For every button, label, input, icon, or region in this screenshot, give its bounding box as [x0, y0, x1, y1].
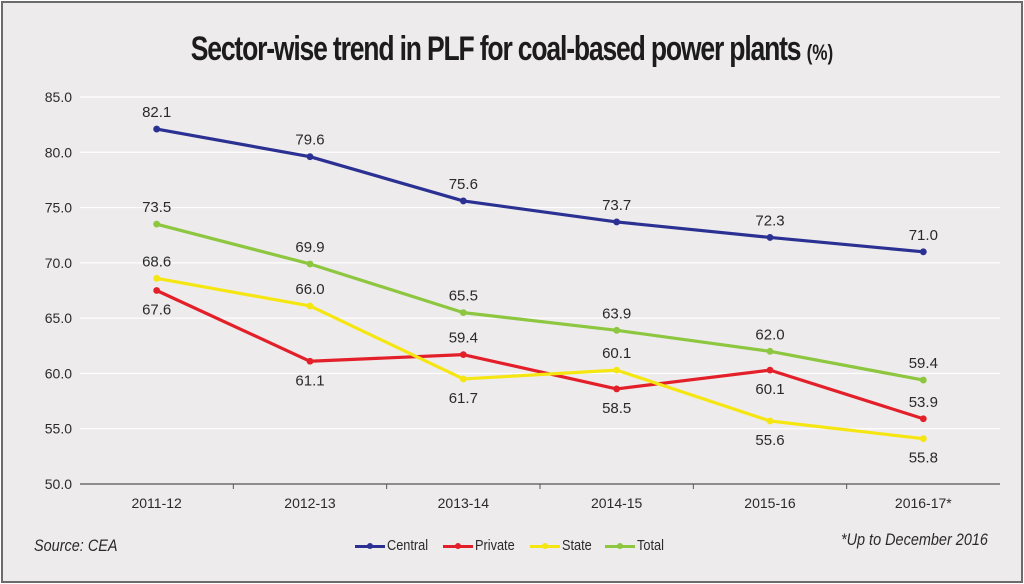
data-label-total: 69.9	[295, 239, 324, 256]
legend: Central Private State Total	[355, 537, 669, 554]
data-point-total	[306, 260, 314, 268]
x-tick-label: 2014-15	[591, 495, 643, 511]
x-axis: 2011-12 2012-13 2013-14 2014-15 2015-16 2016-…	[80, 483, 1000, 511]
y-tick-label: 80.0	[45, 144, 72, 160]
data-point-total	[153, 220, 161, 228]
data-label-state: 66.0	[295, 281, 324, 298]
series-line-total	[156, 222, 924, 382]
data-point-state	[459, 375, 467, 383]
y-tick-label: 50.0	[45, 476, 72, 492]
series-line-central	[156, 127, 924, 254]
data-label-state: 55.8	[909, 450, 938, 467]
chart-title-unit: (%)	[806, 40, 834, 65]
data-point-private	[153, 287, 161, 294]
data-point-private	[766, 366, 774, 374]
x-tick-label: 2012-13	[284, 495, 336, 511]
data-point-private	[459, 351, 467, 359]
legend-item-central: Central	[355, 537, 435, 554]
x-tick-label: 2015-16	[744, 495, 796, 511]
data-point-private	[613, 385, 621, 393]
data-label-central: 79.6	[295, 132, 324, 149]
data-label-total: 59.4	[909, 355, 938, 372]
data-label-private: 67.6	[142, 302, 171, 319]
data-label-state: 60.1	[602, 345, 631, 362]
y-tick-label: 70.0	[45, 255, 72, 271]
data-point-central	[766, 234, 774, 241]
chart-title: Sector-wise trend in PLF for coal-based …	[113, 30, 912, 69]
data-label-private: 59.4	[449, 330, 478, 347]
data-label-private: 53.9	[909, 394, 938, 411]
chart-title-text: Sector-wise trend in PLF for coal-based …	[190, 30, 802, 68]
data-point-private	[919, 415, 927, 423]
x-tick-label: 2013-14	[438, 495, 490, 511]
legend-item-state: State	[530, 537, 597, 554]
data-label-state: 61.7	[449, 390, 478, 407]
legend-item-private: Private	[443, 537, 522, 554]
data-point-total	[459, 309, 467, 317]
y-tick-label: 55.0	[45, 421, 72, 437]
legend-label-total: Total	[637, 537, 665, 554]
data-point-state	[153, 274, 161, 282]
x-tick-label: 2016-17*	[895, 495, 952, 511]
data-label-total: 62.0	[755, 326, 784, 343]
data-point-private	[306, 357, 314, 365]
data-point-state	[613, 366, 621, 374]
gridlines	[80, 96, 1000, 430]
data-label-total: 65.5	[449, 288, 478, 305]
y-tick-label: 85.0	[45, 89, 72, 105]
data-point-central	[613, 218, 621, 226]
data-label-central: 73.7	[602, 197, 631, 214]
y-tick-label: 75.0	[45, 200, 72, 216]
legend-swatch-state	[530, 541, 561, 551]
series-line-private	[155, 289, 924, 421]
data-label-state: 68.6	[142, 253, 171, 270]
data-label-central: 72.3	[755, 212, 784, 229]
data-point-total	[919, 376, 927, 384]
data-point-central	[459, 197, 467, 205]
legend-label-private: Private	[475, 537, 516, 554]
data-label-private: 58.5	[602, 400, 631, 417]
data-label-central: 71.0	[909, 227, 938, 244]
data-point-state	[766, 417, 774, 425]
data-label-state: 55.6	[755, 432, 784, 449]
data-point-central	[919, 248, 927, 256]
data-label-central: 75.6	[449, 176, 478, 193]
legend-swatch-private	[443, 541, 474, 551]
data-point-state	[919, 435, 927, 443]
y-tick-label: 65.0	[45, 310, 72, 326]
legend-label-state: State	[562, 537, 592, 554]
legend-swatch-total	[605, 541, 636, 551]
data-point-state	[306, 302, 314, 310]
data-point-central	[153, 125, 161, 133]
series-group	[153, 125, 927, 443]
footnote: *Up to December 2016	[841, 530, 988, 549]
data-point-total	[613, 326, 621, 334]
y-tick-label: 60.0	[45, 365, 72, 381]
source-note: Source: CEA	[34, 536, 118, 555]
data-label-total: 73.5	[142, 199, 171, 216]
legend-label-central: Central	[387, 537, 429, 554]
data-point-total	[766, 347, 774, 355]
x-tick-label: 2011-12	[131, 495, 182, 511]
data-labels: 82.1 79.6 75.6 73.7 72.3 71.0 67.6 61.1 59.4 58.5…	[142, 104, 938, 467]
y-axis: 50.0 55.0 60.0 65.0 70.0 75.0 80.0 85.0	[45, 89, 72, 492]
data-label-central: 82.1	[142, 104, 171, 121]
legend-swatch-central	[355, 541, 385, 551]
series-line-state	[156, 276, 924, 441]
data-label-total: 63.9	[602, 305, 631, 322]
data-label-private: 61.1	[295, 372, 324, 389]
data-point-central	[306, 153, 314, 161]
legend-item-total: Total	[605, 537, 669, 554]
data-label-private: 60.1	[755, 381, 784, 398]
